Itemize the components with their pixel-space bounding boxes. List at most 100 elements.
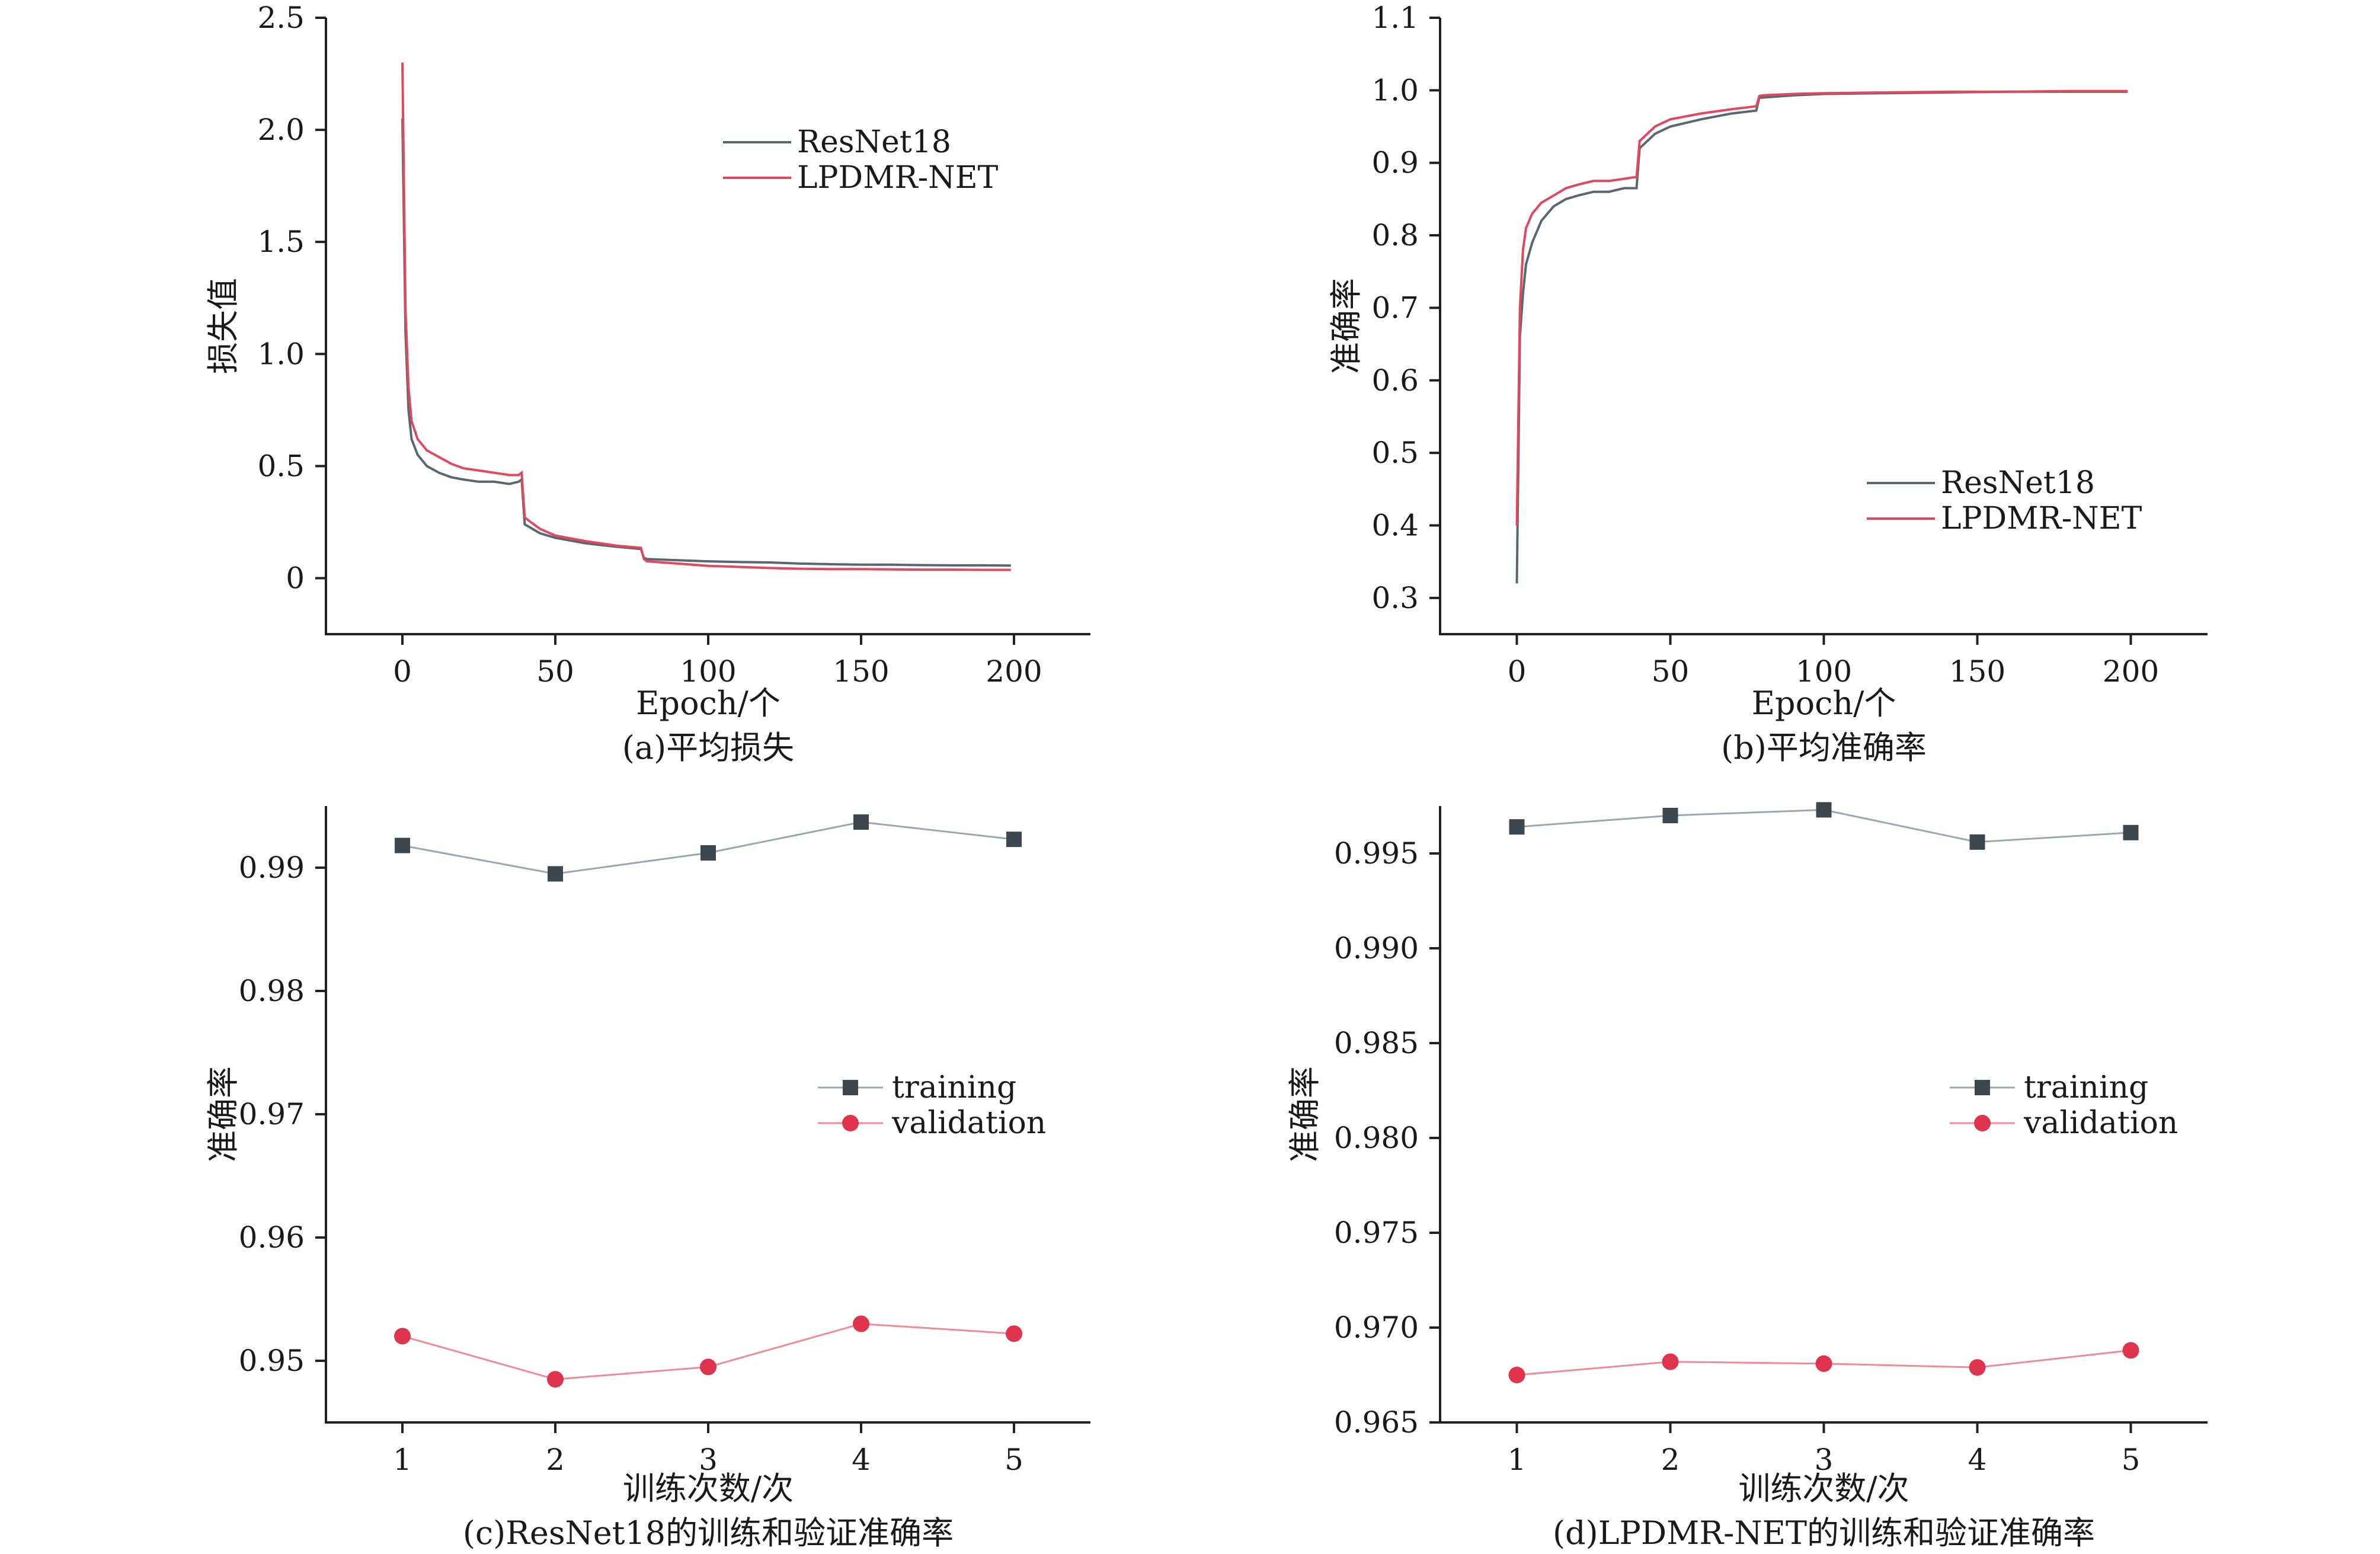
y-tick-label: 1.1	[1371, 1, 1419, 35]
series-line-lpdmr-net	[1515, 89, 2128, 526]
legend-entry: validation	[1950, 1105, 2178, 1141]
legend-marker	[1974, 1115, 1991, 1131]
y-tick-label: 0.9	[1371, 146, 1419, 180]
data-point	[2122, 1342, 2139, 1359]
data-point	[1509, 819, 1525, 835]
legend-marker	[842, 1115, 859, 1131]
x-tick-label: 1	[1508, 1443, 1527, 1477]
y-tick-label: 0.95	[239, 1344, 305, 1378]
x-tick-label: 3	[699, 1443, 718, 1477]
legend-label: validation	[2023, 1105, 2178, 1141]
chart-panel-d: 1 2 3 4 5 0.965 0.970 0.975 0.980 0.985 0.990 0.995…	[1286, 802, 2208, 1552]
y-tick-label: 2.0	[257, 113, 305, 147]
legend-entry: training	[818, 1070, 1016, 1105]
y-axis-label: 准确率	[1286, 1066, 1323, 1162]
y-tick-label: 0.980	[1334, 1121, 1419, 1155]
legend-label: validation	[891, 1105, 1046, 1141]
series-line-lpdmr-net	[401, 62, 1011, 571]
series-line-resnet18	[401, 119, 1011, 567]
y-axis-label: 损失值	[204, 278, 242, 374]
panel-caption: (b)平均准确率	[1721, 729, 1927, 766]
x-tick-label: 4	[852, 1443, 871, 1477]
y-tick-label: 0.975	[1334, 1216, 1419, 1250]
x-tick-label: 5	[2122, 1443, 2141, 1477]
x-tick-label: 150	[1949, 654, 2005, 689]
y-tick-label: 1.5	[257, 225, 305, 259]
y-tick-label: 0.97	[239, 1097, 305, 1131]
y-tick-label: 0.8	[1371, 218, 1419, 252]
x-tick-label: 200	[2103, 654, 2159, 689]
data-point	[2123, 824, 2139, 840]
legend-label: training	[2024, 1070, 2148, 1105]
x-tick-label: 2	[546, 1443, 565, 1477]
x-tick-label: 0	[1508, 654, 1527, 689]
x-axis-label: Epoch/个	[1752, 685, 1896, 722]
x-tick-label: 2	[1661, 1443, 1680, 1477]
panel-caption: (c)ResNet18的训练和验证准确率	[463, 1514, 954, 1552]
data-point	[1006, 1325, 1022, 1342]
data-point	[1969, 1359, 1986, 1376]
y-tick-label: 0.96	[239, 1220, 305, 1255]
axes-frame	[1439, 18, 2208, 635]
y-tick-label: 1.0	[257, 337, 305, 371]
legend-label: LPDMR-NET	[1941, 501, 2142, 536]
x-axis-label: Epoch/个	[636, 685, 780, 722]
x-axis-label: 训练次数/次	[623, 1470, 794, 1507]
data-point	[1508, 1367, 1525, 1383]
x-tick-label: 100	[680, 654, 736, 689]
y-tick-label: 2.5	[257, 1, 305, 35]
data-point	[1662, 808, 1678, 823]
axes-frame	[325, 806, 1090, 1424]
legend-entry: ResNet18	[1867, 465, 2095, 501]
legend-entry: LPDMR-NET	[723, 160, 999, 196]
data-point	[1815, 1355, 1832, 1372]
legend-marker	[843, 1080, 858, 1095]
legend-label: ResNet18	[1941, 465, 2095, 501]
chart-panel-c: 1 2 3 4 5 0.95 0.96 0.97 0.98 0.99 训练次数/次 准确率 (c)Res…	[204, 806, 1090, 1552]
y-tick-label: 0.7	[1371, 290, 1419, 325]
legend-entry: LPDMR-NET	[1867, 501, 2142, 536]
legend-label: LPDMR-NET	[797, 160, 999, 196]
legend-entry: validation	[818, 1105, 1046, 1141]
data-point	[394, 1328, 411, 1345]
y-tick-label: 0.985	[1334, 1026, 1419, 1060]
legend-marker	[1975, 1080, 1990, 1095]
legend-label: ResNet18	[797, 124, 951, 160]
legend-label: training	[892, 1070, 1016, 1105]
chart-panel-b: 0 50 100 150 200 0.3 0.4 0.5 0.6 0.7 0.8 0.9 1.0 1.1 E…	[1327, 1, 2208, 766]
y-tick-label: 0.99	[239, 850, 305, 885]
axes-frame	[325, 18, 1090, 635]
y-tick-label: 0.5	[257, 449, 305, 483]
x-tick-label: 3	[1815, 1443, 1834, 1477]
data-point	[1662, 1353, 1679, 1370]
legend-entry: training	[1950, 1070, 2148, 1105]
x-tick-label: 50	[1652, 654, 1690, 689]
data-point	[1006, 832, 1022, 848]
data-point	[547, 1371, 564, 1388]
x-tick-label: 50	[536, 654, 574, 689]
x-axis-label: 训练次数/次	[1738, 1470, 1909, 1507]
y-tick-label: 0.995	[1334, 836, 1419, 871]
chart-panel-a: 0 50 100 150 200 0 0.5 1.0 1.5 2.0 2.5 Epoch/个 损失值 (a…	[204, 1, 1090, 766]
y-axis-label: 准确率	[1327, 278, 1365, 374]
panel-caption: (a)平均损失	[622, 729, 794, 766]
data-point	[1816, 802, 1832, 818]
x-tick-label: 100	[1796, 654, 1852, 689]
y-tick-label: 1.0	[1371, 73, 1419, 107]
y-axis-label: 准确率	[204, 1066, 242, 1162]
data-point	[700, 845, 716, 861]
legend-entry: ResNet18	[723, 124, 951, 160]
data-point	[548, 866, 563, 882]
y-tick-label: 0.6	[1371, 363, 1419, 398]
y-tick-label: 0.5	[1371, 436, 1419, 470]
data-point	[853, 1315, 869, 1332]
data-point	[853, 814, 869, 830]
y-tick-label: 0.98	[239, 974, 305, 1008]
y-tick-label: 0.3	[1371, 581, 1419, 615]
y-tick-label: 0.970	[1334, 1310, 1419, 1345]
x-tick-label: 150	[833, 654, 889, 689]
data-point	[395, 837, 410, 853]
data-point	[700, 1358, 716, 1376]
y-tick-label: 0	[286, 561, 305, 595]
